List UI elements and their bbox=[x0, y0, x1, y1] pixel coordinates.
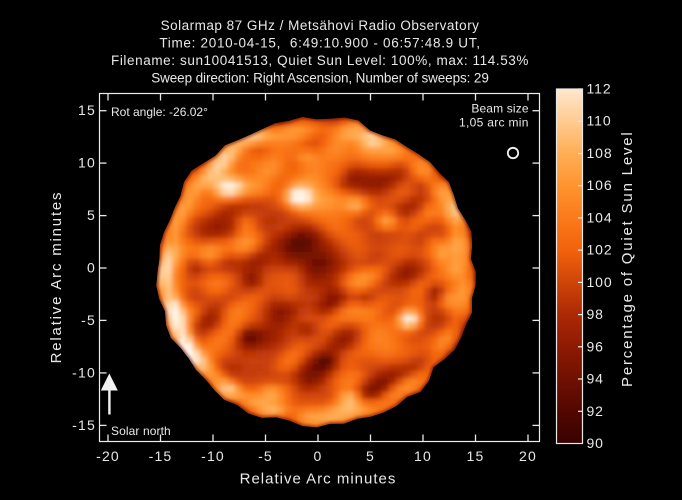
svg-text:Percentage of Quiet Sun Level: Percentage of Quiet Sun Level bbox=[619, 130, 636, 387]
svg-text:Time: 2010-04-15, 6:49:10.900: Time: 2010-04-15, 6:49:10.900 - 06:57:48… bbox=[159, 36, 480, 51]
svg-text:94: 94 bbox=[587, 371, 604, 387]
svg-text:102: 102 bbox=[587, 242, 613, 258]
svg-text:15: 15 bbox=[467, 448, 485, 464]
svg-text:106: 106 bbox=[587, 177, 613, 193]
svg-text:98: 98 bbox=[587, 306, 604, 322]
svg-text:Filename: sun10041513, Quiet S: Filename: sun10041513, Quiet Sun Level: … bbox=[111, 53, 529, 68]
svg-text:-20: -20 bbox=[96, 448, 120, 464]
svg-text:110: 110 bbox=[587, 113, 612, 129]
svg-text:5: 5 bbox=[366, 448, 375, 464]
svg-text:-15: -15 bbox=[72, 417, 96, 433]
svg-text:10: 10 bbox=[78, 155, 96, 171]
svg-text:104: 104 bbox=[587, 209, 613, 225]
svg-text:1,05 arc min: 1,05 arc min bbox=[459, 116, 529, 130]
svg-text:0: 0 bbox=[314, 448, 323, 464]
svg-text:-10: -10 bbox=[72, 364, 96, 380]
svg-text:Rot angle: -26.02°: Rot angle: -26.02° bbox=[111, 105, 208, 119]
svg-text:-15: -15 bbox=[149, 448, 173, 464]
svg-text:108: 108 bbox=[587, 145, 613, 161]
svg-text:-5: -5 bbox=[258, 448, 273, 464]
svg-text:96: 96 bbox=[587, 338, 604, 354]
svg-text:0: 0 bbox=[87, 260, 96, 276]
svg-text:-5: -5 bbox=[81, 312, 96, 328]
svg-text:Beam size: Beam size bbox=[471, 102, 529, 116]
svg-text:112: 112 bbox=[587, 81, 612, 97]
svg-text:Relative Arc minutes: Relative Arc minutes bbox=[240, 471, 397, 488]
svg-text:5: 5 bbox=[87, 207, 96, 223]
svg-text:Solar north: Solar north bbox=[111, 424, 171, 438]
svg-text:Solarmap 87 GHz / Metsähovi Ra: Solarmap 87 GHz / Metsähovi Radio Observ… bbox=[161, 18, 480, 33]
svg-text:90: 90 bbox=[587, 435, 604, 451]
svg-text:Relative Arc minutes: Relative Arc minutes bbox=[48, 191, 65, 364]
svg-text:15: 15 bbox=[78, 102, 96, 118]
svg-text:10: 10 bbox=[414, 448, 432, 464]
svg-text:20: 20 bbox=[519, 448, 537, 464]
svg-text:Sweep direction: Right Ascensi: Sweep direction: Right Ascension, Number… bbox=[151, 71, 489, 86]
svg-text:100: 100 bbox=[587, 274, 613, 290]
svg-text:92: 92 bbox=[587, 403, 604, 419]
svg-text:-10: -10 bbox=[201, 448, 225, 464]
